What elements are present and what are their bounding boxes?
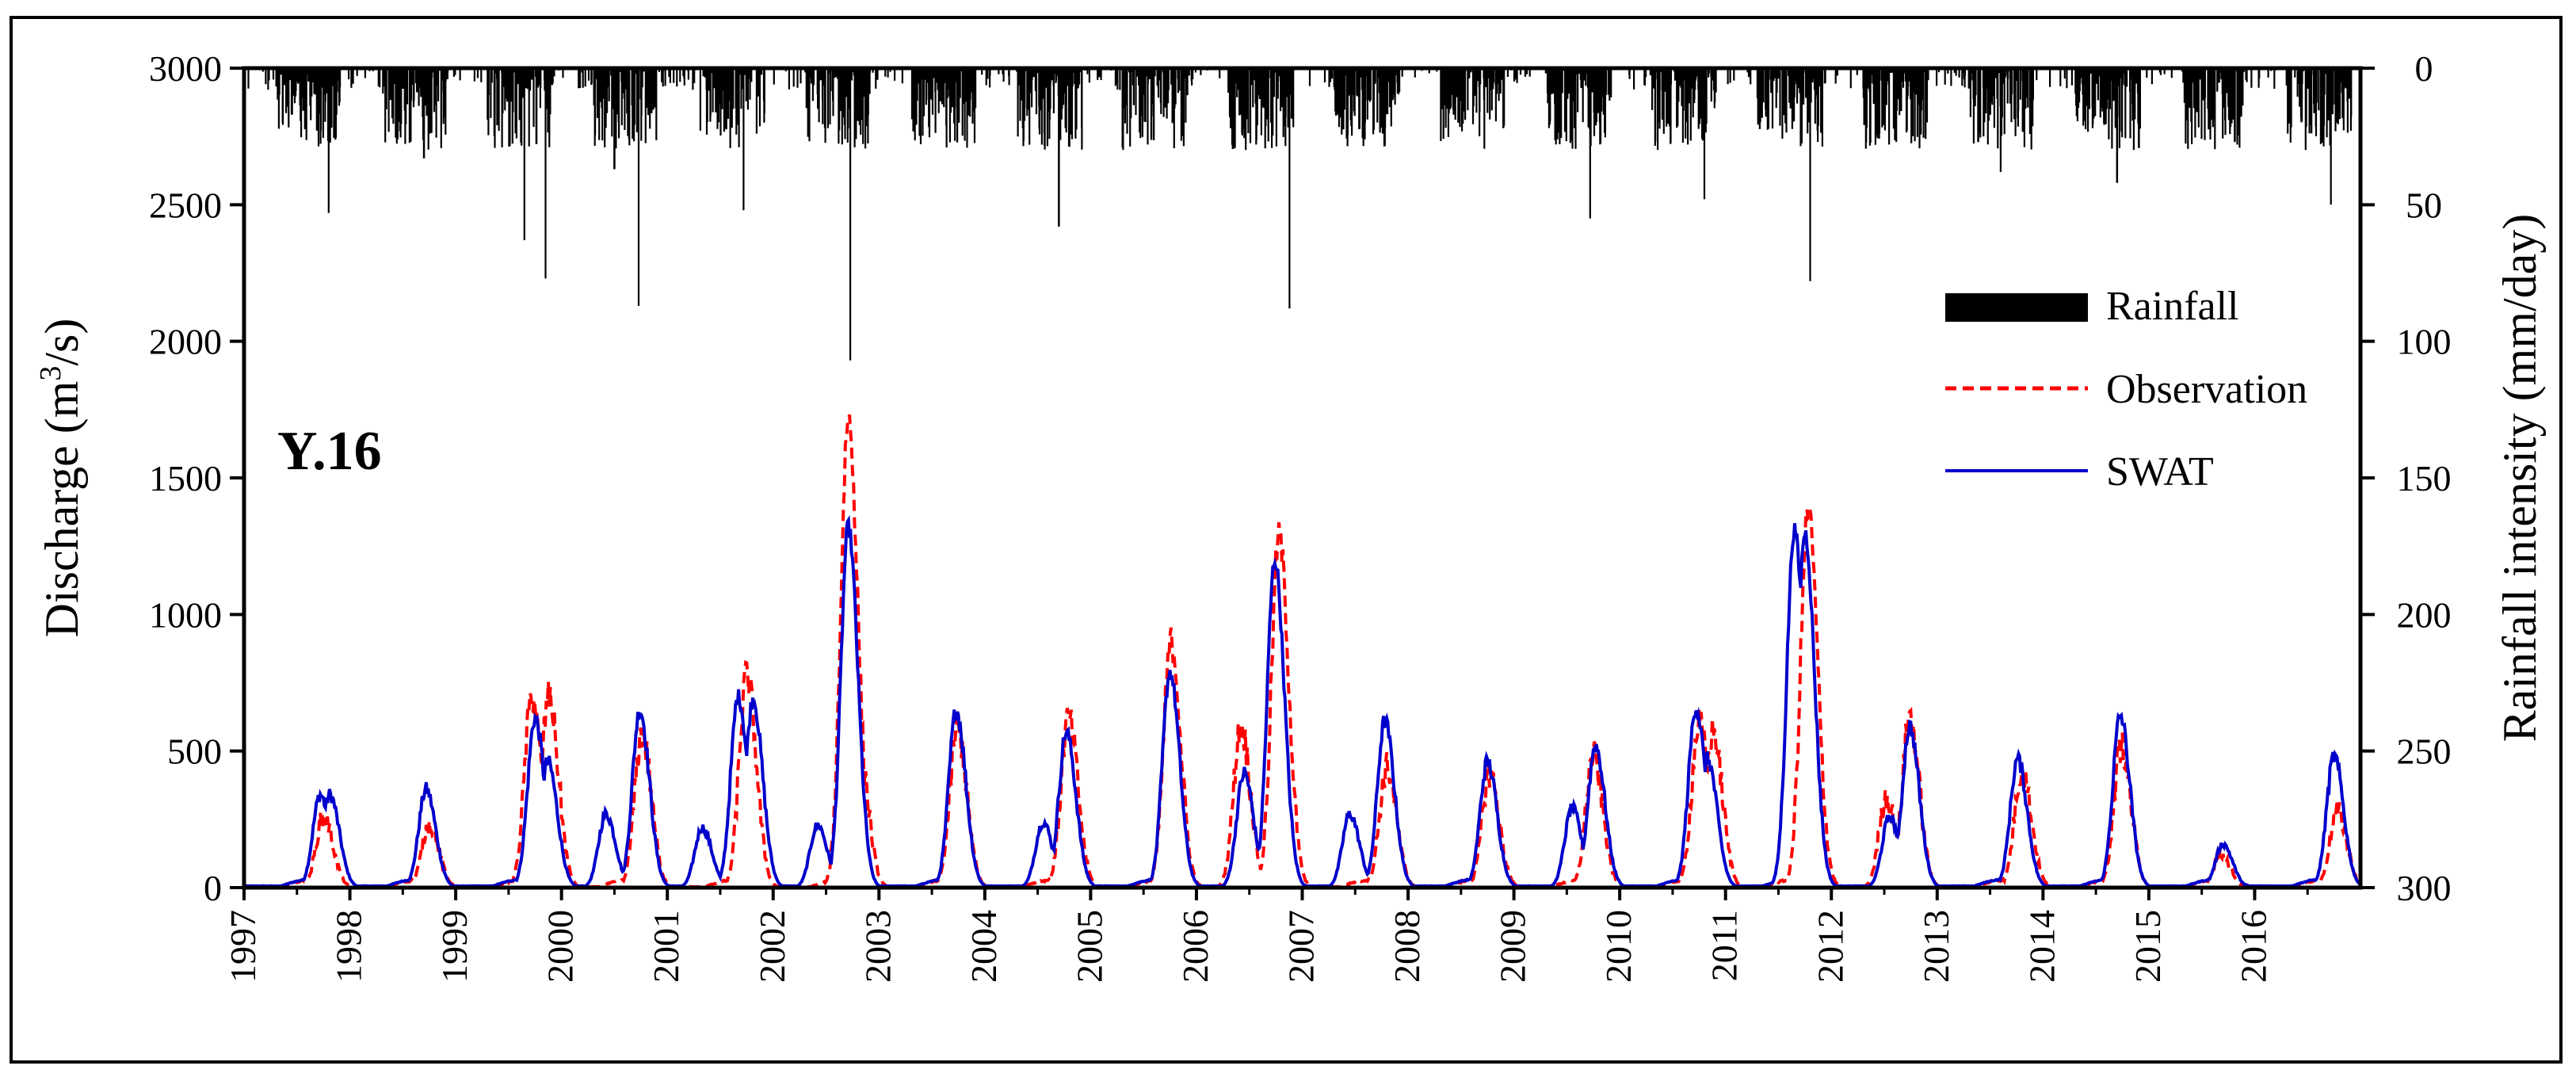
x-tick-label: 2012 <box>1810 910 1850 983</box>
left-tick-label: 0 <box>204 868 222 908</box>
x-tick-label: 2006 <box>1175 910 1215 983</box>
legend-observation-label: Observation <box>2106 367 2307 412</box>
legend: Rainfall Observation SWAT <box>1945 284 2307 495</box>
axes: 0 500 1000 1500 2000 2500 3000 0 50 100 150 200 250 3… <box>149 48 2452 983</box>
x-tick-label: 2003 <box>857 910 898 983</box>
left-tick-label: 2000 <box>149 322 222 362</box>
left-tick-label: 1000 <box>149 594 222 635</box>
x-tick-label: 2008 <box>1387 910 1427 983</box>
right-tick-label: 250 <box>2397 731 2452 772</box>
left-tick-label: 500 <box>167 731 222 772</box>
x-tick-label: 2013 <box>1916 910 1956 983</box>
right-tick-label: 300 <box>2397 868 2452 908</box>
x-tick-label: 2005 <box>1069 910 1109 983</box>
x-tick-label: 1997 <box>223 910 263 983</box>
x-tick-label: 2009 <box>1493 910 1533 983</box>
x-tick-label: 2004 <box>964 910 1004 983</box>
right-tick-label: 150 <box>2397 458 2452 498</box>
x-tick-label: 2011 <box>1704 910 1745 981</box>
station-label: Y.16 <box>277 421 382 482</box>
x-tick-label: 2016 <box>2233 910 2273 983</box>
x-tick-label: 1998 <box>329 910 369 983</box>
legend-rainfall-label: Rainfall <box>2106 284 2239 329</box>
right-tick-label: 200 <box>2397 594 2452 635</box>
x-tick-label: 2014 <box>2021 910 2062 983</box>
x-tick-label: 2007 <box>1281 910 1322 983</box>
right-tick-label: 0 <box>2415 48 2433 89</box>
x-tick-label: 2015 <box>2128 910 2168 983</box>
x-tick-label: 2001 <box>646 910 686 983</box>
x-tick-label: 2010 <box>1598 910 1639 983</box>
x-tick-label: 1999 <box>434 910 475 983</box>
swat-line <box>243 514 2361 888</box>
left-tick-label: 3000 <box>149 48 222 89</box>
left-axis-title: Discharge (m3/s) <box>34 319 88 638</box>
legend-swat-label: SWAT <box>2106 449 2214 495</box>
x-tick-label: 2002 <box>752 910 792 983</box>
right-tick-label: 50 <box>2406 185 2442 225</box>
left-tick-label: 1500 <box>149 458 222 498</box>
legend-rainfall-swatch <box>1945 293 2088 322</box>
figure-frame <box>10 16 2563 1064</box>
swat-series <box>243 514 2361 888</box>
right-tick-label: 100 <box>2397 322 2452 362</box>
x-tick-label: 2000 <box>540 910 581 983</box>
right-axis-title: Rainfall intensity (mm/day) <box>2494 214 2546 743</box>
left-tick-label: 2500 <box>149 185 222 225</box>
